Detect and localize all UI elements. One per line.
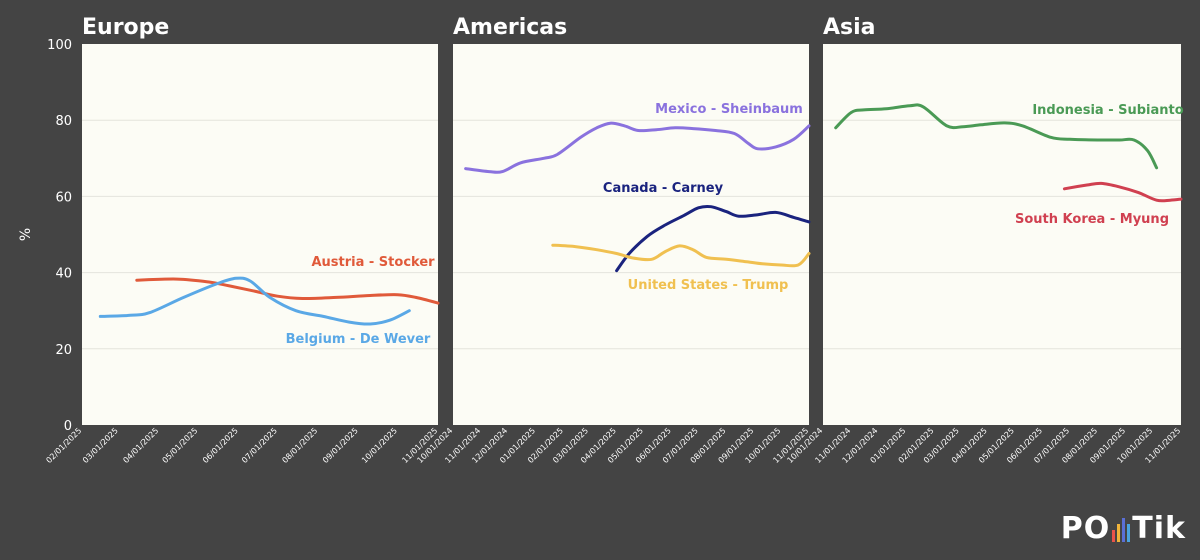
- series-line: [1062, 181, 1183, 203]
- x-tick-label: 07/01/2025: [240, 426, 279, 465]
- y-tick-label: 40: [55, 267, 72, 282]
- series-label: Indonesia - Subianto: [1032, 103, 1183, 118]
- logo-bar: [1127, 524, 1131, 542]
- panel-asia: Asia10/01/202411/01/202412/01/202401/01/…: [785, 15, 1183, 465]
- logo-text-right: Tik: [1132, 511, 1186, 546]
- x-tick-label: 04/01/2025: [121, 426, 160, 465]
- series-line: [98, 276, 411, 326]
- x-tick-label: 10/01/2025: [360, 426, 399, 465]
- panel-title: Europe: [82, 15, 169, 40]
- series-label: South Korea - Myung: [1015, 212, 1169, 227]
- series-label: Canada - Carney: [603, 181, 724, 196]
- x-tick-label: 06/01/2025: [201, 426, 240, 465]
- series-label: Belgium - De Wever: [286, 332, 431, 347]
- series-line: [834, 103, 1159, 170]
- x-tick-label: 09/01/2025: [321, 426, 360, 465]
- politik-logo: PO Tik: [1061, 511, 1186, 546]
- series-label: Mexico - Sheinbaum: [655, 102, 803, 117]
- panel-title: Asia: [823, 15, 876, 40]
- x-tick-label: 03/01/2025: [81, 426, 120, 465]
- series-line: [464, 121, 811, 174]
- series-line: [135, 277, 440, 305]
- logo-text-left: PO: [1060, 511, 1111, 546]
- logo-bar: [1122, 518, 1126, 542]
- y-tick-label: 20: [55, 343, 72, 358]
- x-tick-label: 05/01/2025: [161, 426, 200, 465]
- plot-area: [453, 44, 809, 425]
- y-tick-label: 60: [55, 190, 72, 205]
- logo-bars-icon: [1112, 518, 1131, 542]
- logo-bar: [1117, 524, 1121, 542]
- x-tick-label: 08/01/2025: [280, 426, 319, 465]
- series-line: [551, 243, 811, 268]
- y-tick-label: 0: [64, 419, 72, 434]
- series-label: Austria - Stocker: [311, 255, 435, 270]
- plot-area: [82, 44, 438, 425]
- y-tick-label: 100: [47, 38, 72, 53]
- series-label: United States - Trump: [628, 278, 789, 293]
- logo-bar: [1112, 530, 1116, 542]
- panel-americas: Americas10/01/202411/01/202412/01/202401…: [415, 15, 811, 465]
- y-axis-label: %: [18, 228, 34, 241]
- y-tick-label: 80: [55, 114, 72, 129]
- panel-title: Americas: [453, 15, 567, 40]
- plot-area: [823, 44, 1181, 425]
- series-line: [615, 204, 811, 273]
